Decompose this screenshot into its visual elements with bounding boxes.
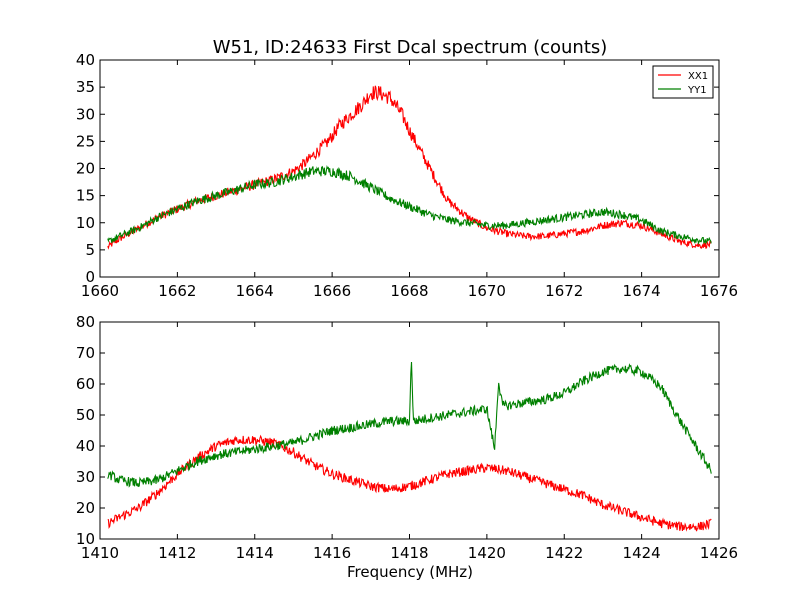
- bottom-y-tick-label: 20: [76, 499, 95, 517]
- top-x-tick-label: 1668: [390, 282, 428, 300]
- top-x-tick-label: 1664: [236, 282, 274, 300]
- bottom-series-xx1-line: [107, 434, 712, 532]
- top-chart-title: W51, ID:24633 First Dcal spectrum (count…: [213, 37, 608, 58]
- top-x-tick-label: 1676: [700, 282, 738, 300]
- top-x-tick-label: 1660: [81, 282, 119, 300]
- top-x-tick-label: 1662: [158, 282, 196, 300]
- top-y-tick-label: 0: [85, 268, 95, 286]
- top-y-tick-label: 10: [76, 214, 95, 232]
- bottom-x-tick-label: 1424: [623, 544, 661, 562]
- top-y-tick-label: 5: [85, 241, 95, 259]
- bottom-y-tick-label: 40: [76, 437, 95, 455]
- bottom-series-yy1-line: [107, 362, 712, 488]
- top-y-tick-label: 40: [76, 51, 95, 69]
- bottom-x-tick-label: 1420: [468, 544, 506, 562]
- top-series-yy1-line: [107, 164, 712, 246]
- top-y-tick-label: 35: [76, 78, 95, 96]
- top-y-tick-label: 20: [76, 160, 95, 178]
- legend-label-xx1: XX1: [688, 71, 708, 82]
- legend-label-yy1: YY1: [687, 85, 707, 96]
- bottom-x-tick-label: 1422: [545, 544, 583, 562]
- bottom-x-tick-label: 1426: [700, 544, 738, 562]
- bottom-y-tick-label: 60: [76, 375, 95, 393]
- bottom-y-tick-label: 80: [76, 313, 95, 331]
- top-y-tick-label: 25: [76, 132, 95, 150]
- top-x-tick-label: 1666: [313, 282, 351, 300]
- top-y-tick-label: 30: [76, 105, 95, 123]
- top-series-xx1-line: [107, 85, 712, 250]
- bottom-plot-area: 1410 1412 1414 1416 1418 1420 1422 1424 1426 10 20…: [76, 313, 738, 562]
- top-x-tick-label: 1670: [468, 282, 506, 300]
- bottom-y-tick-label: 50: [76, 406, 95, 424]
- top-axes-frame: [99, 59, 720, 278]
- bottom-x-tick-label: 1412: [158, 544, 196, 562]
- top-x-tick-label: 1672: [545, 282, 583, 300]
- bottom-x-tick-label: 1410: [81, 544, 119, 562]
- bottom-x-tick-label: 1418: [390, 544, 428, 562]
- bottom-y-tick-label: 70: [76, 344, 95, 362]
- bottom-axes-frame: [99, 321, 720, 540]
- bottom-x-tick-label: 1416: [313, 544, 351, 562]
- bottom-y-tick-label: 10: [76, 530, 95, 548]
- bottom-x-tick-label: 1414: [236, 544, 274, 562]
- top-x-tick-label: 1674: [623, 282, 661, 300]
- top-plot-area: 1660 1662 1664 1666 1668 1670 1672 1674 1676 0 5 10…: [76, 51, 738, 300]
- top-y-tick-label: 15: [76, 187, 95, 205]
- legend-box: [652, 65, 714, 99]
- bottom-y-tick-label: 30: [76, 468, 95, 486]
- bottom-x-axis-label: Frequency (MHz): [347, 563, 473, 581]
